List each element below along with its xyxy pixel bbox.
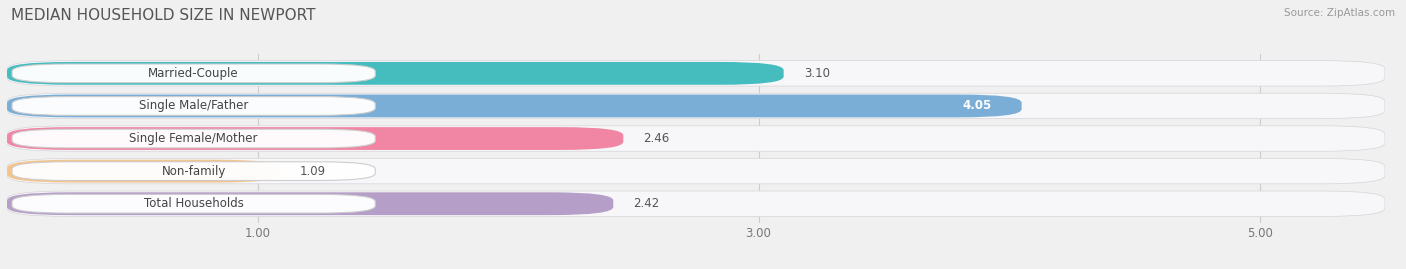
Text: 2.42: 2.42	[633, 197, 659, 210]
Text: Total Households: Total Households	[143, 197, 243, 210]
FancyBboxPatch shape	[7, 126, 1385, 151]
Text: 4.05: 4.05	[962, 100, 991, 112]
FancyBboxPatch shape	[7, 127, 623, 150]
Text: Single Male/Father: Single Male/Father	[139, 100, 249, 112]
Text: Single Female/Mother: Single Female/Mother	[129, 132, 257, 145]
FancyBboxPatch shape	[7, 192, 613, 215]
Text: 1.09: 1.09	[299, 165, 326, 178]
FancyBboxPatch shape	[7, 158, 1385, 184]
FancyBboxPatch shape	[13, 129, 375, 148]
Text: 2.46: 2.46	[644, 132, 669, 145]
FancyBboxPatch shape	[13, 162, 375, 180]
Text: 3.10: 3.10	[804, 67, 830, 80]
Text: Married-Couple: Married-Couple	[149, 67, 239, 80]
Text: MEDIAN HOUSEHOLD SIZE IN NEWPORT: MEDIAN HOUSEHOLD SIZE IN NEWPORT	[11, 8, 316, 23]
FancyBboxPatch shape	[7, 61, 1385, 86]
FancyBboxPatch shape	[7, 160, 280, 183]
FancyBboxPatch shape	[13, 64, 375, 83]
FancyBboxPatch shape	[7, 62, 783, 85]
Text: Source: ZipAtlas.com: Source: ZipAtlas.com	[1284, 8, 1395, 18]
FancyBboxPatch shape	[7, 191, 1385, 217]
Text: Non-family: Non-family	[162, 165, 226, 178]
FancyBboxPatch shape	[7, 93, 1385, 119]
FancyBboxPatch shape	[13, 97, 375, 115]
FancyBboxPatch shape	[13, 194, 375, 213]
FancyBboxPatch shape	[7, 94, 1022, 117]
